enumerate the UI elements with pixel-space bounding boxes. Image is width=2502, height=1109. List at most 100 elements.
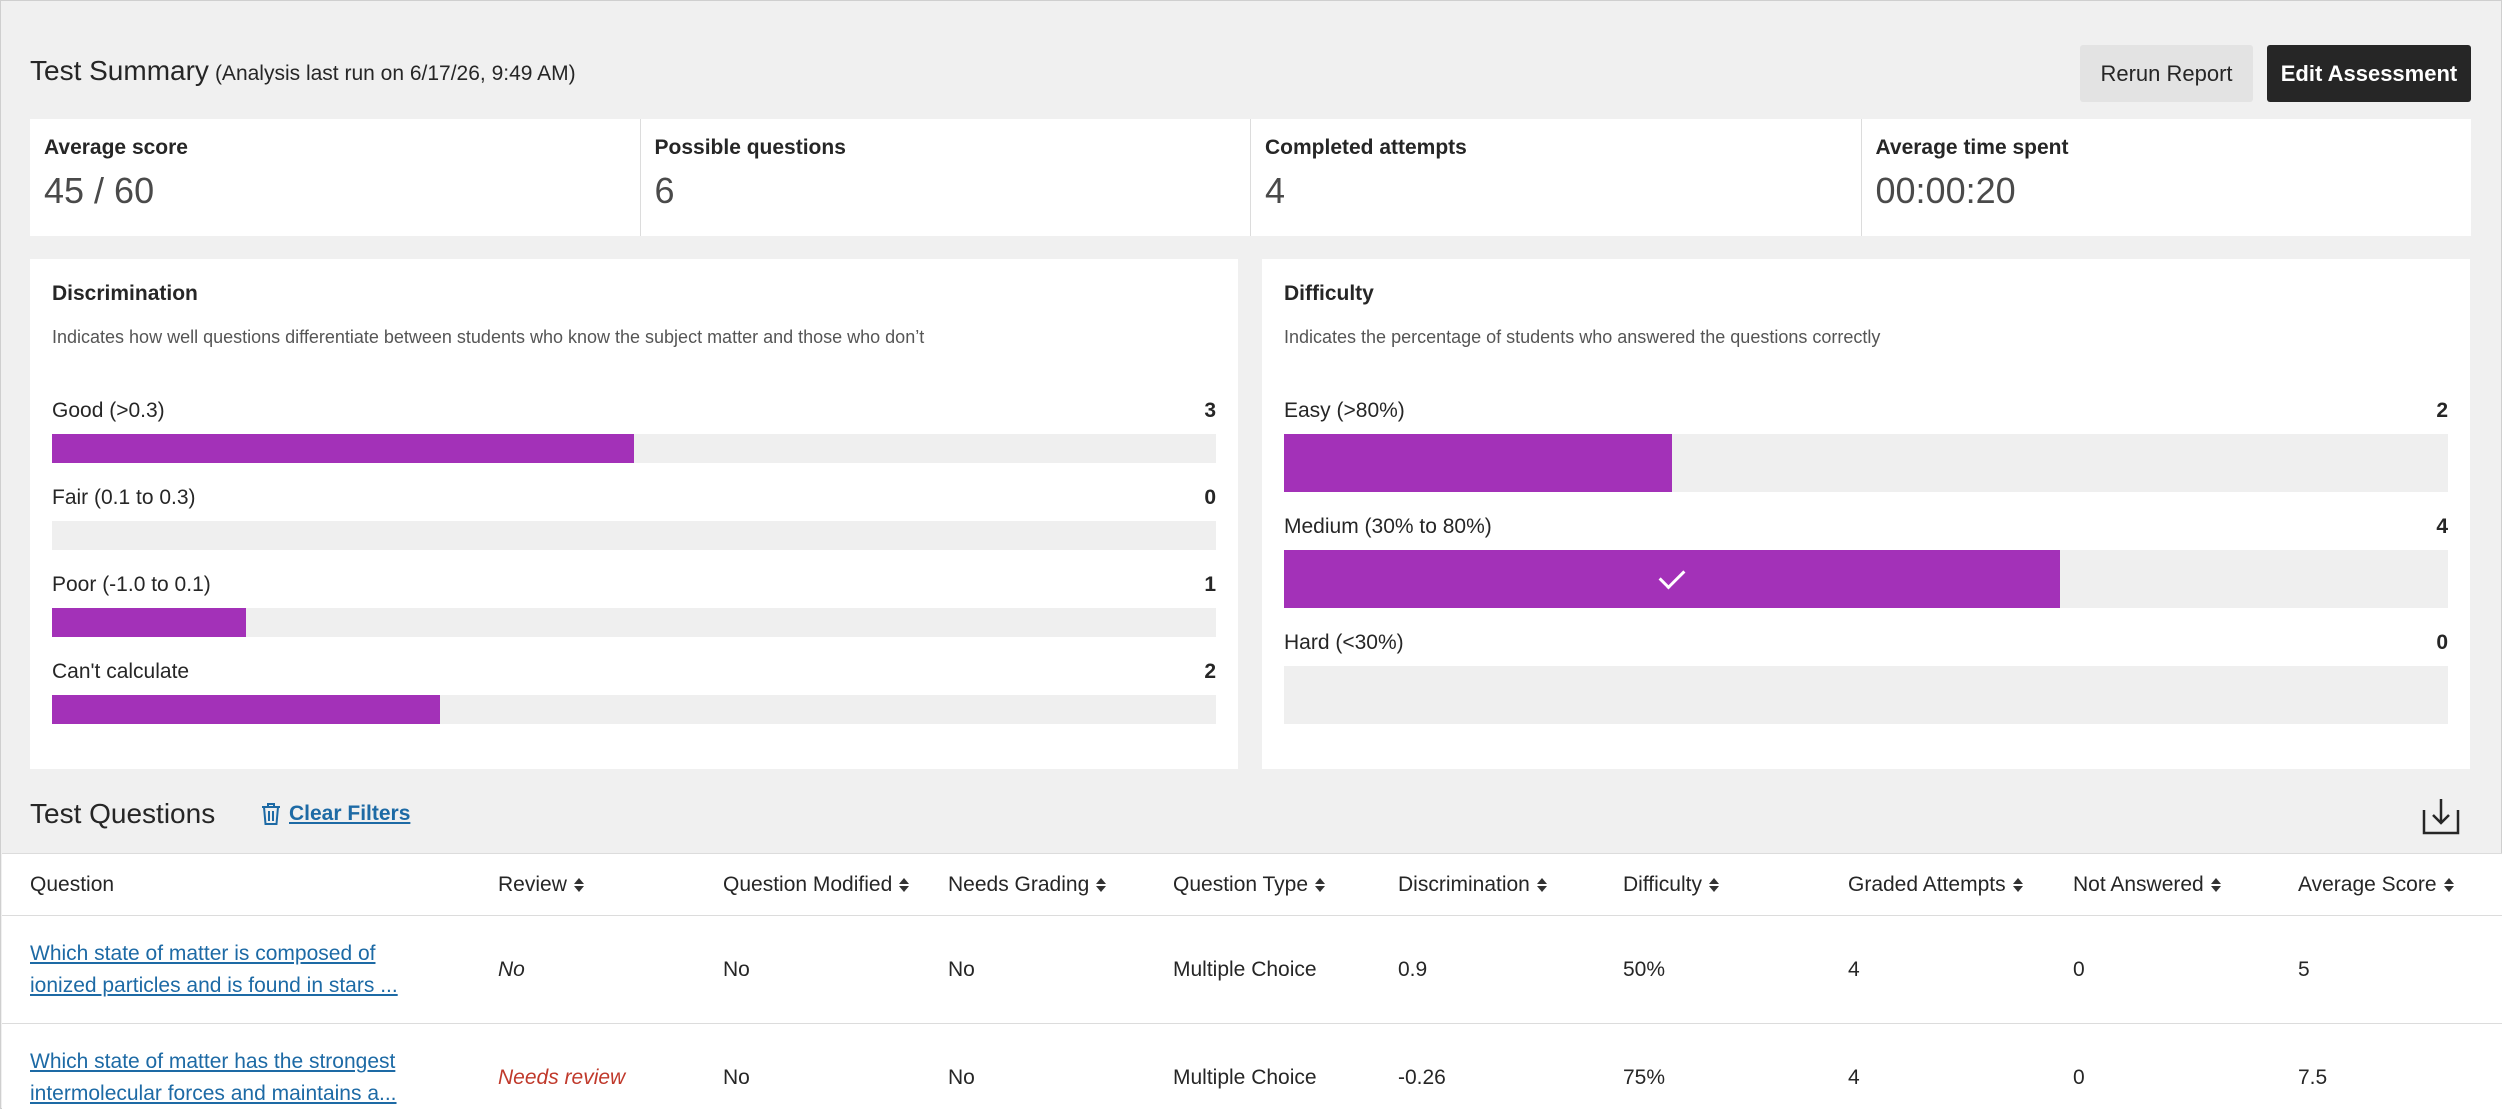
graded-attempts-cell: 4: [1848, 1065, 1860, 1089]
metric-bar-fill: [52, 434, 634, 463]
column-header-question[interactable]: Question: [30, 873, 430, 897]
stat-label: Average score: [44, 136, 188, 159]
clear-filters-link[interactable]: Clear Filters: [261, 802, 410, 826]
metric-track: [1284, 666, 2448, 724]
difficulty-description: Indicates the percentage of students who…: [1284, 327, 1881, 347]
metric-label: Hard (<30%): [1284, 631, 1404, 654]
stat-value: 6: [654, 170, 675, 211]
metric-count: 0: [1204, 486, 1216, 509]
column-label: Review: [498, 872, 567, 896]
stat-average-score: Average score 45 / 60: [30, 119, 641, 236]
clear-filters-label: Clear Filters: [289, 802, 411, 825]
difficulty-medium[interactable]: Medium (30% to 80%) 4: [1284, 515, 2448, 608]
trash-icon: [262, 803, 280, 825]
column-header-question-modified[interactable]: Question Modified: [723, 872, 910, 897]
difficulty-card: Difficulty Indicates the percentage of s…: [1262, 259, 2470, 769]
average-score-cell: 5: [2298, 957, 2310, 981]
summary-stats: Average score 45 / 60 Possible questions…: [30, 119, 2471, 236]
metric-track: [52, 521, 1216, 550]
page-title: Test Summary (Analysis last run on 6/17/2…: [30, 55, 576, 87]
question-modified-cell: No: [723, 1065, 750, 1089]
review-status: No: [498, 957, 525, 981]
question-type-cell: Multiple Choice: [1173, 1065, 1317, 1089]
metric-label: Poor (-1.0 to 0.1): [52, 573, 211, 596]
column-header-needs-grading[interactable]: Needs Grading: [948, 873, 1107, 897]
column-label: Discrimination: [1398, 872, 1530, 896]
column-header-graded-attempts[interactable]: Graded Attempts: [1848, 873, 2023, 897]
column-label: Question Type: [1173, 872, 1309, 896]
metric-track: [1284, 434, 2448, 492]
difficulty-hard[interactable]: Hard (<30%) 0: [1284, 631, 2448, 724]
rerun-report-button[interactable]: Rerun Report: [2080, 45, 2253, 102]
not-answered-cell: 0: [2073, 1065, 2085, 1089]
stat-possible-questions: Possible questions 6: [641, 119, 1251, 236]
test-summary-header: Test Summary (Analysis last run on 6/17/2…: [30, 45, 2471, 105]
stat-value: 45 / 60: [44, 170, 155, 211]
table-row: Which state of matter is composed of ion…: [2, 916, 2502, 1024]
table-header: Question Review Question Modified Needs …: [2, 853, 2502, 916]
download-icon[interactable]: [2421, 796, 2461, 836]
metric-label: Can't calculate: [52, 660, 190, 683]
metric-track: [52, 608, 1216, 637]
column-header-difficulty[interactable]: Difficulty: [1623, 873, 1719, 897]
metric-bar-fill: [1284, 434, 1672, 492]
column-label: Difficulty: [1623, 872, 1702, 896]
discrimination-good[interactable]: Good (>0.3) 3: [52, 399, 1216, 463]
discrimination-card: Discrimination Indicates how well questi…: [30, 259, 1238, 769]
average-score-cell: 7.5: [2298, 1065, 2328, 1089]
metric-bar-fill: [52, 695, 440, 724]
questions-table: Question Review Question Modified Needs …: [2, 853, 2502, 1109]
discrimination-title: Discrimination: [52, 282, 198, 305]
analysis-timestamp: (Analysis last run on 6/17/26, 9:49 AM): [214, 62, 576, 85]
metric-bar-fill: [1284, 550, 2060, 608]
column-header-not-answered[interactable]: Not Answered: [2073, 873, 2221, 897]
page-title-text: Test Summary: [30, 55, 209, 86]
column-header-average-score[interactable]: Average Score: [2298, 873, 2454, 897]
metric-count: 1: [1204, 573, 1216, 596]
column-header-discrimination[interactable]: Discrimination: [1398, 873, 1547, 897]
test-questions-title: Test Questions: [30, 798, 216, 829]
metric-label: Good (>0.3): [52, 399, 165, 422]
difficulty-easy[interactable]: Easy (>80%) 2: [1284, 399, 2448, 492]
sort-icon: [899, 877, 910, 892]
stat-label: Completed attempts: [1265, 136, 1467, 159]
check-icon: [1658, 562, 1686, 590]
sort-icon: [1315, 877, 1326, 892]
discrimination-cell: 0.9: [1398, 957, 1428, 981]
metric-count: 2: [2436, 399, 2448, 422]
edit-assessment-button[interactable]: Edit Assessment: [2267, 45, 2471, 102]
column-header-review[interactable]: Review: [498, 873, 584, 897]
difficulty-cell: 50%: [1623, 957, 1666, 981]
metric-track: [52, 695, 1216, 724]
metric-label: Fair (0.1 to 0.3): [52, 486, 196, 509]
metric-count: 2: [1204, 660, 1216, 683]
column-header-question-type[interactable]: Question Type: [1173, 872, 1326, 897]
sort-icon: [1096, 877, 1107, 892]
discrimination-cant-calculate[interactable]: Can't calculate 2: [52, 660, 1216, 724]
sort-icon: [1536, 877, 1547, 892]
metric-bar-fill: [52, 608, 246, 637]
question-link[interactable]: Which state of matter has the strongest …: [30, 1049, 397, 1105]
discrimination-poor[interactable]: Poor (-1.0 to 0.1) 1: [52, 573, 1216, 637]
sort-icon: [2012, 877, 2023, 892]
graded-attempts-cell: 4: [1848, 957, 1860, 981]
stat-average-time: Average time spent 00:00:20: [1862, 119, 2472, 236]
metric-label: Medium (30% to 80%): [1284, 515, 1492, 538]
review-status: Needs review: [498, 1065, 626, 1089]
stat-label: Possible questions: [654, 136, 846, 159]
needs-grading-cell: No: [948, 1065, 975, 1089]
discrimination-fair[interactable]: Fair (0.1 to 0.3) 0: [52, 486, 1216, 550]
sort-icon: [2210, 877, 2221, 892]
needs-grading-cell: No: [948, 957, 975, 981]
column-label: Graded Attempts: [1848, 872, 2006, 896]
stat-value: 00:00:20: [1875, 170, 2016, 211]
stat-value: 4: [1265, 170, 1286, 211]
metric-count: 4: [2436, 515, 2448, 538]
column-label: Question Modified: [723, 872, 893, 896]
question-type-cell: Multiple Choice: [1173, 957, 1317, 981]
column-label: Average Score: [2298, 872, 2437, 896]
metric-count: 3: [1204, 399, 1216, 422]
sort-icon: [1708, 877, 1719, 892]
question-link[interactable]: Which state of matter is composed of ion…: [30, 941, 398, 997]
sort-icon: [573, 877, 584, 892]
